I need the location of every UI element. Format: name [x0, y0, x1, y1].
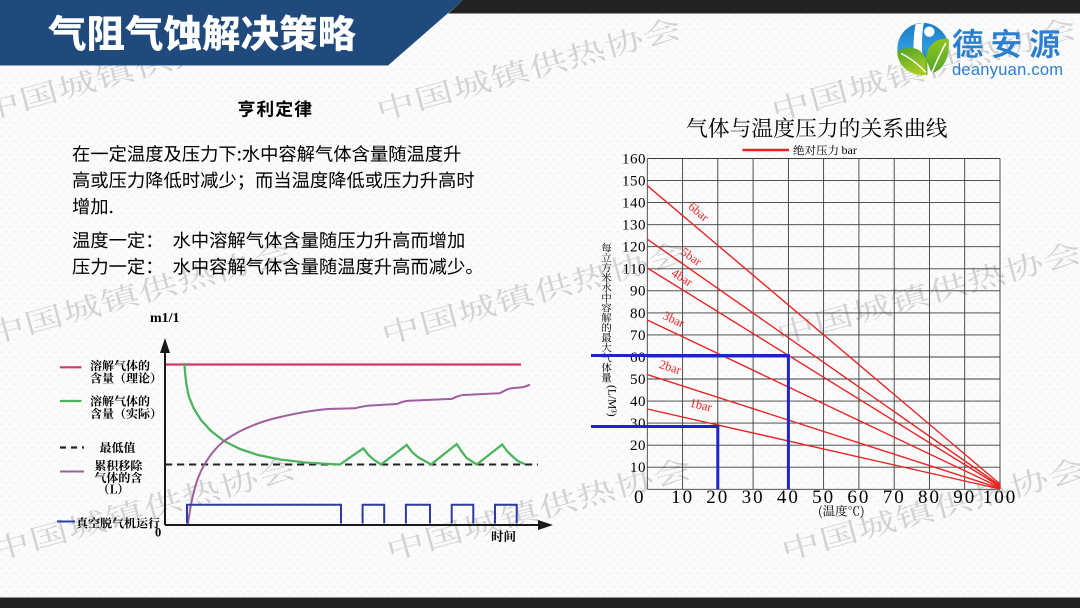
svg-text:50: 50 — [812, 487, 835, 508]
svg-text:bar: bar — [842, 143, 857, 157]
svg-text:m1/1: m1/1 — [150, 311, 180, 326]
svg-text:10: 10 — [671, 487, 694, 508]
svg-text:160: 160 — [622, 151, 646, 167]
svg-text:70: 70 — [630, 328, 646, 344]
svg-text:110: 110 — [623, 262, 646, 278]
svg-text:20: 20 — [630, 438, 646, 454]
svg-text:120: 120 — [622, 240, 646, 256]
svg-text:0: 0 — [155, 526, 161, 540]
svg-text:100: 100 — [983, 487, 1018, 508]
svg-text:140: 140 — [622, 196, 646, 212]
svg-text:30: 30 — [630, 416, 646, 432]
svg-text:90: 90 — [630, 284, 646, 300]
svg-text:80: 80 — [630, 306, 646, 322]
svg-text:deanyuan.com: deanyuan.com — [952, 61, 1063, 79]
svg-text:50: 50 — [630, 372, 646, 388]
svg-text:40: 40 — [777, 487, 800, 508]
svg-text:90: 90 — [953, 487, 976, 508]
svg-text:130: 130 — [622, 218, 646, 234]
svg-text:30: 30 — [742, 487, 765, 508]
svg-text:60: 60 — [630, 350, 646, 366]
svg-text:0: 0 — [634, 487, 646, 508]
svg-text:80: 80 — [918, 487, 941, 508]
svg-text:60: 60 — [847, 487, 870, 508]
svg-text:70: 70 — [883, 487, 906, 508]
svg-text:2bar: 2bar — [658, 357, 684, 377]
svg-text:20: 20 — [706, 487, 729, 508]
svg-text:10: 10 — [630, 460, 646, 476]
svg-text:(L/M³): (L/M³) — [606, 385, 618, 417]
svg-text:1bar: 1bar — [689, 396, 715, 415]
svg-text:150: 150 — [622, 174, 646, 190]
svg-text:40: 40 — [630, 394, 646, 410]
